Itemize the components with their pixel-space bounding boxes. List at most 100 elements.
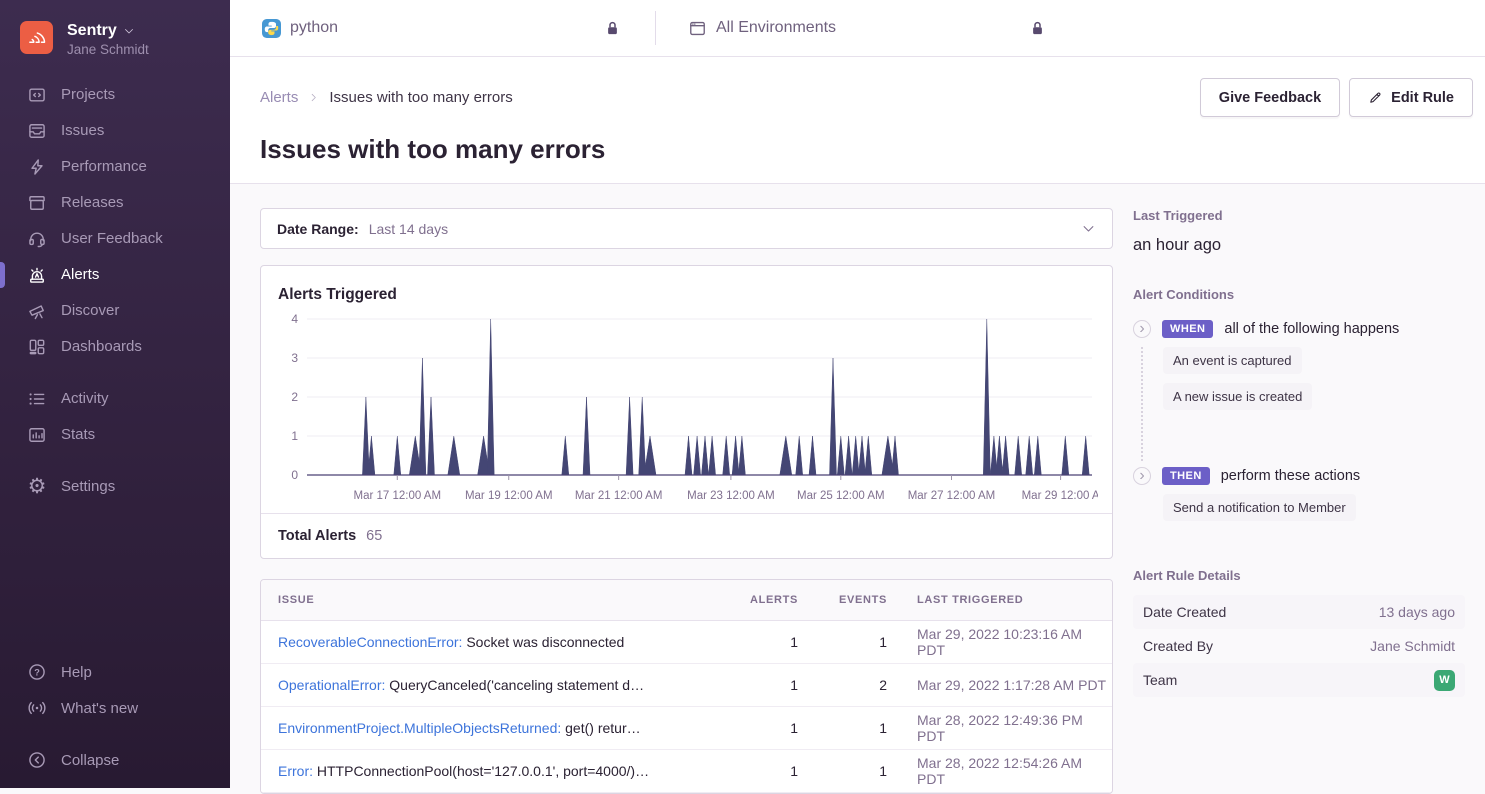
sidebar-item-projects[interactable]: Projects [0,77,230,113]
sidebar-item-issues[interactable]: Issues [0,113,230,149]
collapse-chevron-icon [27,750,47,770]
events-count: 1 [879,720,887,736]
project-selector[interactable]: python [262,0,338,56]
svg-text:2: 2 [291,390,298,404]
sidebar-item-label: User Feedback [61,230,163,248]
issue-description: QueryCanceled('canceling statement d… [385,677,645,693]
sidebar-item-user-feedback[interactable]: User Feedback [0,221,230,257]
date-range-value: Last 14 days [368,220,449,237]
last-triggered-timestamp: Mar 29, 2022 10:23:16 AM PDT [917,626,1082,658]
user-name: Jane Schmidt [67,42,149,57]
last-triggered-value: an hour ago [1133,236,1222,254]
alerts-count: 1 [790,720,798,736]
then-text: perform these actions [1220,468,1361,484]
sidebar: Sentry Jane Schmidt Projects Issues Perf… [0,0,230,788]
window-icon [690,21,705,35]
give-feedback-label: Give Feedback [1218,89,1322,106]
table-row: Error: HTTPConnectionPool(host='127.0.0.… [261,750,1112,793]
svg-text:Mar 23 12:00 AM: Mar 23 12:00 AM [687,490,775,502]
when-expand-chevron[interactable]: › [1133,320,1151,338]
events-count: 2 [879,677,887,693]
detail-row-date-created: Date Created 13 days ago [1133,595,1465,629]
help-icon: ? [27,662,47,682]
stats-icon [27,425,47,445]
issue-link[interactable]: EnvironmentProject.MultipleObjectsReturn… [278,720,562,736]
gear-icon: ⚙ [27,475,47,499]
user-feedback-icon [27,229,47,249]
sidebar-item-activity[interactable]: Activity [0,381,230,417]
issue-link[interactable]: OperationalError: [278,677,386,693]
issues-table-header: ISSUE ALERTS EVENTS LAST TRIGGERED [261,580,1112,621]
sidebar-item-performance[interactable]: Performance [0,149,230,185]
sidebar-item-label: Performance [61,158,147,176]
sidebar-item-alerts[interactable]: Alerts [0,257,230,293]
alert-rule-details-heading: Alert Rule Details [1133,568,1241,583]
last-triggered-timestamp: Mar 28, 2022 12:49:36 PM PDT [917,712,1083,744]
performance-icon [27,157,47,177]
last-triggered-heading: Last Triggered [1133,208,1223,223]
when-conditions-list: An event is captured A new issue is crea… [1141,347,1465,461]
team-avatar-badge[interactable]: W [1434,669,1455,691]
breadcrumb-alerts-link[interactable]: Alerts [260,89,299,106]
date-range-selector[interactable]: Date Range: Last 14 days [260,208,1113,249]
detail-row-created-by: Created By Jane Schmidt [1133,629,1465,663]
topbar: python All Environments [230,0,1485,57]
column-header-alerts: ALERTS [750,594,798,606]
column-header-last-triggered: LAST TRIGGERED [917,594,1024,606]
issue-description: Socket was disconnected [462,634,625,650]
then-badge: THEN [1162,467,1210,485]
breadcrumb: Alerts Issues with too many errors [260,89,513,106]
condition-pill: An event is captured [1163,347,1302,374]
date-range-label: Date Range: [277,220,359,237]
environment-lock-icon[interactable] [1030,0,1045,56]
last-triggered-timestamp: Mar 28, 2022 12:54:26 AM PDT [917,755,1082,787]
chevron-down-icon [1083,226,1094,232]
table-row: EnvironmentProject.MultipleObjectsReturn… [261,707,1112,750]
sidebar-item-releases[interactable]: Releases [0,185,230,221]
svg-text:Mar 27 12:00 AM: Mar 27 12:00 AM [908,490,996,502]
project-lock-icon[interactable] [605,0,620,56]
sidebar-item-stats[interactable]: Stats [0,417,230,453]
alert-conditions-heading: Alert Conditions [1133,287,1235,302]
topbar-divider [655,11,656,45]
issues-table: ISSUE ALERTS EVENTS LAST TRIGGERED Recov… [260,579,1113,794]
issues-icon [27,121,47,141]
sidebar-item-label: Help [61,663,92,681]
svg-text:0: 0 [291,468,298,482]
then-actions-list: Send a notification to Member [1141,494,1465,530]
page-title: Issues with too many errors [260,134,606,164]
sidebar-item-label: Activity [61,390,109,408]
give-feedback-button[interactable]: Give Feedback [1199,78,1341,117]
sidebar-item-label: Discover [61,302,120,320]
issue-link[interactable]: Error: [278,763,313,779]
column-header-issue: ISSUE [278,594,315,606]
issue-description: get() retur… [561,720,641,736]
edit-rule-label: Edit Rule [1391,89,1454,106]
sentry-logo-icon [20,21,53,54]
sidebar-item-label: Issues [61,122,105,140]
svg-text:1: 1 [291,429,298,443]
org-name: Sentry [67,22,117,39]
activity-icon [27,389,47,409]
then-expand-chevron[interactable]: › [1133,467,1151,485]
sidebar-item-discover[interactable]: Discover [0,293,230,329]
detail-value: 13 days ago [1378,604,1455,620]
when-text: all of the following happens [1224,321,1400,337]
total-alerts-footer: Total Alerts 65 [261,513,1112,558]
sidebar-item-label: Releases [61,194,124,212]
sidebar-item-settings[interactable]: ⚙ Settings [0,469,230,505]
svg-text:4: 4 [291,312,298,326]
sidebar-collapse-button[interactable]: Collapse [0,742,230,778]
environment-selector[interactable]: All Environments [688,0,836,56]
chevron-down-icon [124,29,133,34]
detail-row-team: Team W [1133,663,1465,697]
sidebar-item-dashboards[interactable]: Dashboards [0,329,230,365]
sidebar-item-whats-new[interactable]: What's new [0,690,230,726]
table-row: OperationalError: QueryCanceled('canceli… [261,664,1112,707]
svg-text:Mar 25 12:00 AM: Mar 25 12:00 AM [797,490,885,502]
chart-title: Alerts Triggered [278,286,397,303]
edit-rule-button[interactable]: Edit Rule [1349,78,1473,117]
issue-link[interactable]: RecoverableConnectionError: [278,634,463,650]
sidebar-item-help[interactable]: ? Help [0,654,230,690]
org-switcher[interactable]: Sentry Jane Schmidt [0,0,230,77]
